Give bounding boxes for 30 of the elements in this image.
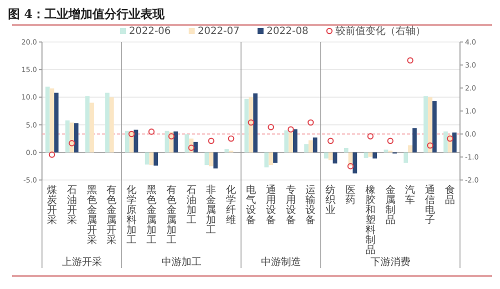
legend-label: 2022-06: [129, 26, 171, 37]
text: 中游制造: [260, 256, 301, 268]
x-tick-label: 有色金属开采: [106, 184, 117, 246]
x-tick-label: 通用设备: [266, 184, 276, 226]
chart-title: 图 4：工业增加值分行业表现: [8, 7, 166, 21]
x-tick-label: 通信电子: [425, 184, 436, 226]
x-tick-label: 运输设备: [306, 184, 316, 226]
x-tick-label: 汽车: [405, 184, 416, 206]
x-tick-label: 电气设备: [246, 184, 256, 226]
legend-label: 2022-08: [266, 26, 308, 37]
text: 中游加工: [161, 256, 202, 268]
legend-label: 较前值变化（右轴）: [335, 25, 426, 37]
x-tick-label: 金属制品: [385, 184, 396, 226]
x-tick-label: 专用设备: [286, 184, 296, 226]
legend-label: 2022-07: [198, 26, 240, 37]
x-tick-label: 石油加工: [186, 185, 196, 226]
x-tick-label: 纺织业: [326, 184, 336, 216]
text: 下游消费: [370, 256, 410, 268]
x-tick-label: 橡胶和塑料制品: [365, 184, 376, 256]
x-tick-label: 非金属加工: [206, 184, 216, 236]
x-tick-label: 黑色金属加工: [146, 185, 156, 246]
x-tick-label: 黑色金属开采: [86, 185, 97, 246]
x-tick-label: 煤炭开采: [46, 184, 57, 226]
x-tick-label: 石油开采: [66, 185, 77, 226]
x-tick-label: 食品: [445, 184, 456, 206]
x-tick-label: 有色金属加工: [166, 184, 176, 246]
x-tick-label: 化学原料加工: [126, 184, 137, 246]
text: 上游开采: [62, 256, 102, 268]
x-tick-label: 医药: [346, 185, 356, 206]
x-tick-label: 化学纤维: [226, 184, 236, 226]
